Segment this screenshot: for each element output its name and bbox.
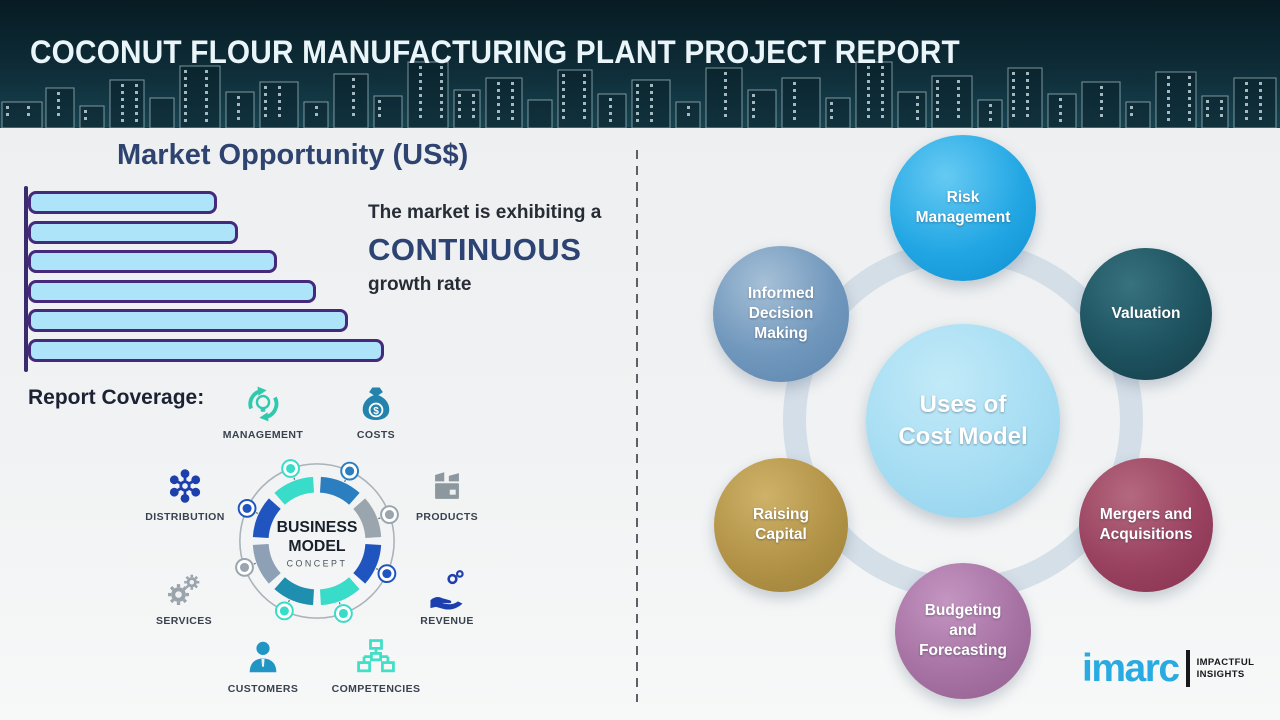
bubble-valuation: Valuation [1080, 248, 1212, 380]
bubble-budgeting-forecasting: Budgeting and Forecasting [895, 563, 1031, 699]
city-skyline-graphic [1, 61, 1277, 128]
bubble-informed-decision-making: Informed Decision Making [713, 246, 849, 382]
bar [28, 191, 217, 214]
chart-axis-line [24, 186, 28, 372]
coverage-item-costs: $ COSTS [321, 382, 431, 441]
management-cycle-bulb-icon [248, 386, 279, 422]
bar [28, 250, 278, 273]
bar [28, 279, 317, 303]
network-nodes-icon [169, 469, 201, 503]
bar [28, 309, 349, 332]
money-bag-icon: $ [362, 387, 390, 421]
business-model-diagram: BUSINESS MODEL CONCEPT [235, 459, 399, 623]
business-model-title-line2: MODEL [288, 538, 345, 555]
growth-statement-line1: The market is exhibiting a [368, 202, 602, 223]
dashed-divider-line [636, 150, 638, 702]
hand-coins-icon [430, 570, 464, 610]
bubble-risk-management: Risk Management [890, 135, 1036, 281]
growth-statement-line3: growth rate [368, 274, 472, 295]
coverage-item-revenue: REVENUE [392, 568, 502, 627]
coverage-label-revenue: REVENUE [420, 615, 474, 627]
bar [28, 338, 384, 362]
org-chart-icon [357, 639, 395, 673]
bar-group [28, 191, 384, 368]
logo-divider-bar [1185, 650, 1190, 687]
bubble-uses-of-cost-model: Uses of Cost Model [866, 324, 1060, 518]
bubble-label: Mergers and Acquisitions [1099, 505, 1193, 543]
uses-of-cost-model-diagram: Risk Management Informed Decision Making… [640, 130, 1280, 720]
coverage-label-services: SERVICES [155, 615, 213, 627]
coverage-item-distribution: DISTRIBUTION [130, 464, 240, 523]
coverage-label-distribution: DISTRIBUTION [145, 511, 225, 523]
coverage-item-management: MANAGEMENT [208, 382, 318, 441]
coverage-item-services: SERVICES [129, 568, 239, 627]
center-bubble-label: Uses of Cost Model [898, 390, 1028, 450]
market-opportunity-bar-chart [24, 186, 404, 374]
coverage-item-competencies: COMPETENCIES [321, 636, 431, 695]
coverage-label-competencies: COMPETENCIES [331, 683, 421, 695]
coverage-label-management: MANAGEMENT [222, 429, 304, 441]
coverage-label-customers: CUSTOMERS [227, 683, 299, 695]
coverage-label-costs: COSTS [356, 429, 396, 441]
growth-statement: The market is exhibiting a CONTINUOUS gr… [368, 202, 633, 296]
bubble-label: Raising Capital [753, 505, 809, 543]
bubble-label: Valuation [1111, 304, 1181, 322]
logo-tagline: IMPACTFUL INSIGHTS [1196, 656, 1255, 680]
coverage-item-customers: CUSTOMERS [208, 636, 318, 695]
imarc-brand-text: imarc [1082, 646, 1180, 690]
coverage-item-products: PRODUCTS [392, 464, 502, 523]
gears-icon [168, 574, 200, 606]
header-banner: COCONUT FLOUR MANUFACTURING PLANT PROJEC… [0, 0, 1280, 128]
bubble-raising-capital: Raising Capital [714, 458, 848, 592]
imarc-logo: imarc IMPACTFUL INSIGHTS [1082, 646, 1255, 690]
svg-text:$: $ [373, 406, 379, 417]
market-opportunity-heading: Market Opportunity (US$) [117, 139, 469, 171]
bubble-label: Risk Management [915, 188, 1011, 226]
bubble-label: Informed Decision Making [747, 284, 815, 343]
package-box-icon [435, 472, 459, 499]
growth-statement-highlight: CONTINUOUS [368, 232, 582, 267]
bubble-label: Budgeting and Forecasting [919, 601, 1007, 660]
business-model-title-line1: BUSINESS [277, 519, 358, 536]
business-model-subtitle: CONCEPT [287, 559, 348, 569]
report-coverage-heading: Report Coverage: [28, 386, 205, 409]
page-title: COCONUT FLOUR MANUFACTURING PLANT PROJEC… [30, 34, 960, 70]
bar [28, 220, 239, 244]
person-icon [249, 641, 277, 673]
bubble-mergers-acquisitions: Mergers and Acquisitions [1079, 458, 1213, 592]
coverage-label-products: PRODUCTS [415, 511, 479, 523]
